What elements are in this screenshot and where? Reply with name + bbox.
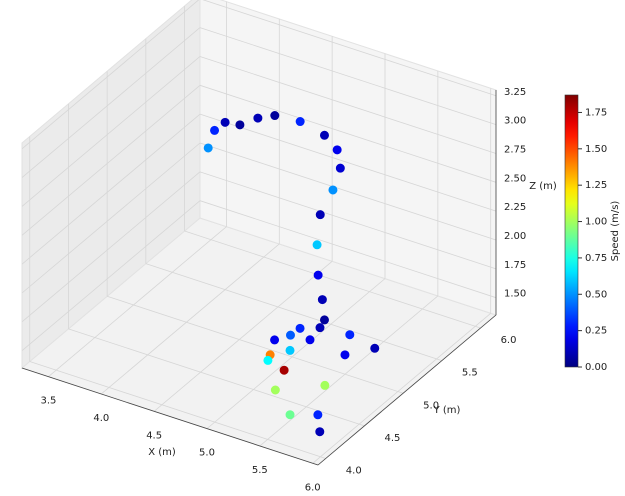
y-tick-label: 5.0 bbox=[423, 400, 439, 411]
data-point bbox=[285, 345, 295, 355]
data-point bbox=[305, 335, 315, 345]
grid-line bbox=[68, 328, 365, 427]
grid-line bbox=[21, 200, 201, 351]
x-tick-label: 5.0 bbox=[199, 448, 215, 459]
grid-line bbox=[199, 200, 497, 299]
grid-line bbox=[153, 260, 333, 412]
data-point bbox=[335, 163, 345, 173]
x-tick-label: 6.0 bbox=[305, 482, 321, 493]
data-point bbox=[295, 117, 305, 127]
colorbar-tick-label: 0.50 bbox=[585, 289, 607, 300]
colorbar bbox=[564, 94, 579, 368]
data-point bbox=[270, 111, 280, 121]
grid-line bbox=[101, 243, 280, 395]
data-point bbox=[270, 385, 280, 395]
data-point bbox=[320, 380, 330, 390]
grid-line bbox=[21, 85, 201, 236]
colorbar-tick-label: 1.25 bbox=[585, 180, 607, 191]
data-point bbox=[317, 295, 327, 305]
data-point bbox=[235, 120, 245, 130]
z-tick-label: 2.50 bbox=[504, 173, 526, 184]
colorbar-tick-label: 0.75 bbox=[585, 253, 607, 264]
data-point bbox=[210, 125, 220, 135]
grid-line bbox=[21, 27, 201, 178]
data-point bbox=[285, 410, 295, 420]
colorbar-tick-label: 0.25 bbox=[585, 326, 607, 337]
grid-line bbox=[259, 295, 439, 447]
grid-line bbox=[199, 84, 497, 183]
data-point bbox=[340, 350, 350, 360]
data-point bbox=[345, 330, 355, 340]
panes bbox=[20, 0, 498, 466]
data-point bbox=[315, 210, 325, 220]
colorbar-tick-label: 0.00 bbox=[585, 362, 607, 373]
grid-line bbox=[48, 226, 227, 377]
data-point bbox=[312, 240, 322, 250]
grid-line bbox=[202, 0, 497, 97]
data-point bbox=[370, 343, 380, 353]
y-tick-label: 4.5 bbox=[384, 433, 400, 444]
data-point bbox=[253, 113, 263, 123]
x-tick-label: 4.0 bbox=[93, 413, 109, 424]
data-point bbox=[270, 335, 280, 345]
data-point bbox=[328, 185, 338, 195]
grid-line bbox=[199, 56, 497, 154]
z-tick-label: 2.00 bbox=[504, 231, 526, 242]
colorbar-tick-label: 1.00 bbox=[585, 217, 607, 228]
z-tick-label: 2.75 bbox=[504, 144, 526, 155]
grid-line bbox=[21, 142, 201, 294]
x-tick-label: 3.5 bbox=[40, 396, 56, 407]
colorbar-label: Speed (m/s) bbox=[610, 201, 621, 262]
colorbar-tick-label: 1.50 bbox=[585, 144, 607, 155]
z-axis-label: Z (m) bbox=[529, 181, 557, 192]
x-axis bbox=[21, 367, 319, 466]
grid-line bbox=[29, 361, 326, 459]
z-tick-label: 3.00 bbox=[504, 116, 526, 127]
z-tick-label: 1.75 bbox=[504, 260, 526, 271]
data-point bbox=[203, 143, 213, 153]
grid-line bbox=[199, 142, 497, 241]
y-tick-label: 6.0 bbox=[501, 335, 517, 346]
grid-line bbox=[199, 27, 497, 125]
colorbar-tick-label: 1.75 bbox=[585, 107, 607, 118]
data-point bbox=[319, 315, 329, 325]
y-axis-label: Y (m) bbox=[433, 405, 461, 416]
x-axis-label: X (m) bbox=[148, 447, 176, 458]
data-point bbox=[332, 145, 342, 155]
grid-line bbox=[206, 278, 386, 429]
z-tick-label: 3.25 bbox=[504, 87, 526, 98]
data-point bbox=[285, 330, 295, 340]
x-tick-label: 5.5 bbox=[252, 465, 268, 476]
data-point bbox=[315, 323, 325, 333]
y-tick-label: 5.5 bbox=[462, 368, 478, 379]
x-tick-label: 4.5 bbox=[146, 430, 162, 441]
grid-line bbox=[21, 0, 200, 150]
grid-line bbox=[199, 171, 497, 270]
data-point bbox=[319, 130, 329, 140]
z-tick-label: 1.50 bbox=[504, 289, 526, 300]
grid-line bbox=[312, 312, 491, 464]
grid-line bbox=[21, 171, 201, 323]
y-axis bbox=[317, 314, 497, 466]
grid-line bbox=[184, 230, 481, 329]
grid-line bbox=[107, 295, 404, 394]
data-point bbox=[220, 117, 230, 127]
data-point bbox=[295, 323, 305, 333]
y-tick-label: 4.0 bbox=[346, 465, 362, 476]
grid-line bbox=[21, 56, 201, 207]
grid-line bbox=[21, 113, 201, 265]
data-point bbox=[263, 355, 273, 365]
data-point bbox=[313, 270, 323, 280]
z-tick-label: 2.25 bbox=[504, 202, 526, 213]
data-point bbox=[315, 427, 325, 437]
grid-line bbox=[145, 263, 442, 362]
data-point bbox=[313, 410, 323, 420]
data-point bbox=[279, 365, 289, 375]
left-pane bbox=[21, 0, 201, 370]
grid-line bbox=[199, 113, 497, 212]
